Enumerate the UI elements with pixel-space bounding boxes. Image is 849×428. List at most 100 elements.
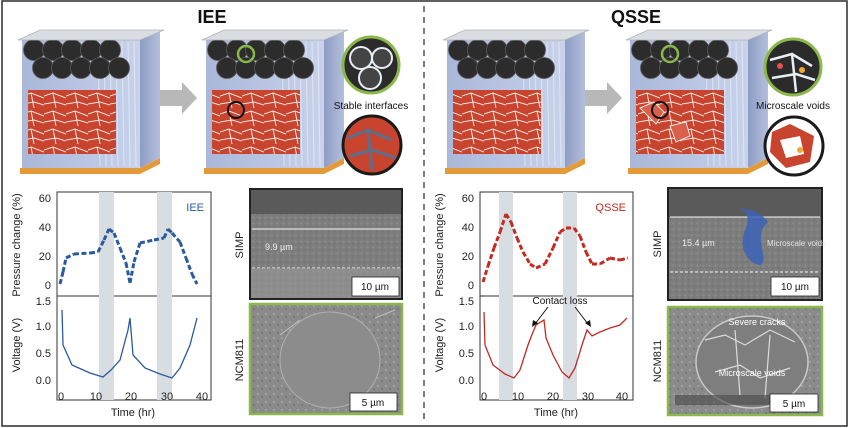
y-tick-label: 60: [39, 193, 51, 205]
pressure-segment: [578, 235, 588, 253]
scale-bar-label: 10 µm: [361, 282, 389, 293]
y-tick-label: 20: [462, 251, 474, 263]
highlight-band: [157, 192, 172, 400]
sem-side-label: SIMP: [652, 231, 664, 258]
void-label: Microscale voids: [719, 368, 786, 378]
zoom-anode-interface: [341, 35, 401, 95]
highlight-band: [499, 192, 513, 400]
scale-bar-label: 10 µm: [781, 282, 809, 293]
x-tick-label: 30: [582, 391, 594, 403]
x-tick-label: 30: [161, 391, 173, 403]
pressure-segment: [584, 251, 594, 265]
pressure-segment: [559, 226, 567, 234]
thickness-label: 9.9 µm: [265, 242, 293, 252]
pressure-segment: [515, 237, 525, 253]
y-tick-label: 0.5: [459, 348, 474, 360]
legend-label: QSSE: [595, 202, 626, 214]
sem-image-simp: 15.4 µm Microscale voids 10 µm: [667, 187, 826, 301]
sem-side-label: NCM811: [652, 340, 664, 383]
pressure-segment: [551, 231, 562, 249]
pressure-segment: [128, 261, 136, 284]
annotation-arrow: [534, 306, 549, 325]
y-axis-label-pressure: Pressure change (%): [434, 193, 446, 296]
y-axis-label-pressure: Pressure change (%): [11, 193, 23, 296]
pressure-segment: [492, 231, 502, 249]
voltage-curve: [61, 309, 198, 379]
pressure-segment: [521, 251, 532, 265]
x-tick-label: 0: [481, 391, 487, 403]
pressure-segment: [543, 247, 555, 265]
y-tick-label: 1.5: [459, 296, 474, 308]
x-tick-label: 0: [58, 391, 64, 403]
crack-label: Severe cracks: [728, 317, 786, 327]
x-tick-label: 10: [512, 391, 524, 403]
pressure-segment: [89, 250, 99, 255]
thickness-label: 15.4 µm: [682, 238, 715, 248]
pressure-segment: [170, 232, 182, 243]
y-tick-label: 40: [39, 222, 51, 234]
pressure-segment: [619, 256, 629, 262]
cell-schematic-cycled: [201, 29, 349, 174]
pressure-segment: [504, 213, 513, 223]
y-tick-label: 0.0: [459, 375, 474, 387]
y-tick-label: 20: [39, 251, 51, 263]
cell-schematic-pristine: [442, 29, 590, 174]
pressure-segment: [162, 228, 170, 239]
x-axis-label: Time (hr): [534, 407, 578, 419]
left-plot: IEE 60 40 20 0 1.5 1.0 0.5 0.0 0 10 20 3…: [11, 191, 212, 419]
pressure-segment: [178, 241, 188, 259]
void-label: Microscale voids: [767, 239, 826, 248]
x-tick-label: 20: [547, 391, 559, 403]
pressure-curve: [481, 213, 629, 283]
pressure-segment: [132, 242, 142, 263]
zoom-anode-voids: [763, 37, 823, 97]
zoom-cathode-voids: [763, 115, 825, 177]
y-tick-label: 0: [468, 280, 474, 292]
pressure-segment: [108, 227, 115, 235]
pressure-segment: [184, 257, 194, 275]
pressure-segment: [190, 273, 199, 285]
y-tick-label: 0.0: [36, 375, 51, 387]
y-tick-label: 40: [462, 222, 474, 234]
scale-bar-label: 5 µm: [362, 398, 384, 409]
pressure-segment: [118, 247, 128, 264]
pressure-segment: [599, 256, 611, 266]
arrow-icon: [585, 82, 622, 114]
pressure-segment: [153, 236, 165, 242]
sem-side-label: NCM811: [234, 339, 246, 382]
pressure-segment: [112, 232, 122, 249]
x-axis-label: Time (hr): [111, 407, 155, 419]
y-tick-label: 60: [462, 193, 474, 205]
sem-image-ncm811: Severe cracks Microscale voids 5 µm: [666, 305, 824, 417]
pressure-segment: [572, 227, 582, 237]
pressure-segment: [166, 227, 174, 235]
y-axis-label-voltage: Voltage (V): [434, 318, 446, 372]
cell-schematic-pristine: [17, 29, 165, 174]
arrow-icon: [585, 320, 591, 327]
pressure-segment: [102, 228, 111, 241]
right-plot: QSSE Contact loss 60 40 20 0 1.5 1.0 0.5…: [434, 191, 634, 419]
arrow-icon: [532, 320, 538, 327]
pressure-segment: [509, 221, 519, 239]
y-tick-label: 1.5: [36, 296, 51, 308]
cell-schematic-cycled: [625, 29, 773, 174]
pressure-segment: [535, 262, 546, 270]
pressure-segment: [96, 239, 106, 253]
scale-bar-label: 5 µm: [783, 399, 805, 410]
pressure-segment: [529, 262, 537, 270]
y-tick-label: 1.0: [459, 321, 474, 333]
annotation-contact-loss: Contact loss: [532, 296, 587, 307]
pressure-segment: [481, 265, 490, 283]
callout-microscale-voids: Microscale voids: [756, 101, 830, 112]
pressure-segment: [73, 251, 91, 256]
pressure-segment: [65, 252, 75, 260]
right-title: QSSE: [611, 7, 661, 27]
sem-image-ncm811: 5 µm: [248, 302, 404, 416]
pressure-curve: [58, 227, 199, 285]
left-title: IEE: [197, 7, 226, 27]
annotation-arrow: [574, 306, 589, 325]
callout-stable-interfaces: Stable interfaces: [334, 101, 409, 112]
